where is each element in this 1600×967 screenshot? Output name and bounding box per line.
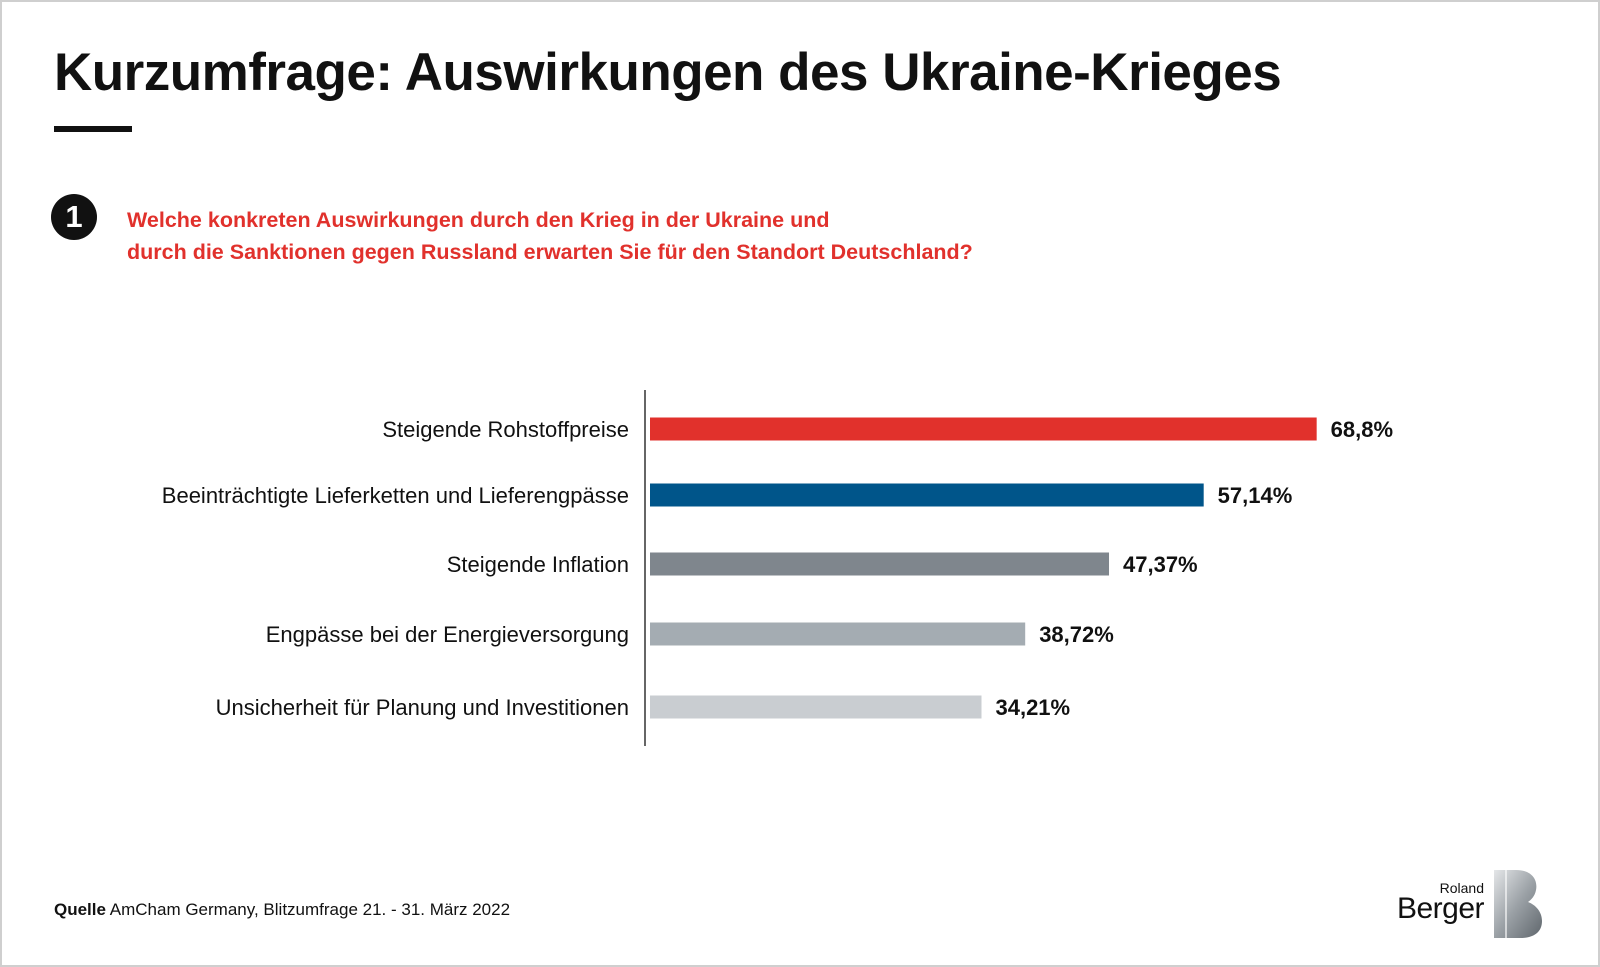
bar [650,695,982,719]
source-label: Quelle [54,900,106,919]
source-text: AmCham Germany, Blitzumfrage 21. - 31. M… [109,900,511,919]
question-text: Welche konkreten Auswirkungen durch den … [127,204,1227,268]
logo-berger-text: Berger [1396,892,1485,925]
bar [650,417,1317,441]
bar [650,552,1110,576]
category-label: Beeinträchtigte Lieferketten und Liefere… [162,483,629,508]
question-line-2: durch die Sanktionen gegen Russland erwa… [127,240,973,264]
value-label: 57,14% [1218,483,1293,508]
value-label: 68,8% [1331,417,1393,442]
title-underline [54,126,132,132]
category-label: Unsicherheit für Planung und Investition… [216,695,629,720]
logo-b-mark-icon [1494,870,1542,938]
value-label: 47,37% [1123,552,1198,577]
category-label: Engpässe bei der Energieversorgung [266,622,629,647]
question-line-1: Welche konkreten Auswirkungen durch den … [127,208,830,232]
page-title: Kurzumfrage: Auswirkungen des Ukraine-Kr… [54,43,1282,102]
roland-berger-logo: Roland Berger [1396,868,1544,942]
logo-roland-text: Roland [1439,880,1484,896]
category-label: Steigende Rohstoffpreise [382,417,629,442]
bar [650,483,1204,507]
value-label: 38,72% [1039,622,1114,647]
source-note: Quelle AmCham Germany, Blitzumfrage 21. … [54,900,510,920]
category-label: Steigende Inflation [447,552,629,577]
question-number-badge: 1 [51,194,97,240]
value-label: 34,21% [995,695,1070,720]
bar [650,622,1026,646]
